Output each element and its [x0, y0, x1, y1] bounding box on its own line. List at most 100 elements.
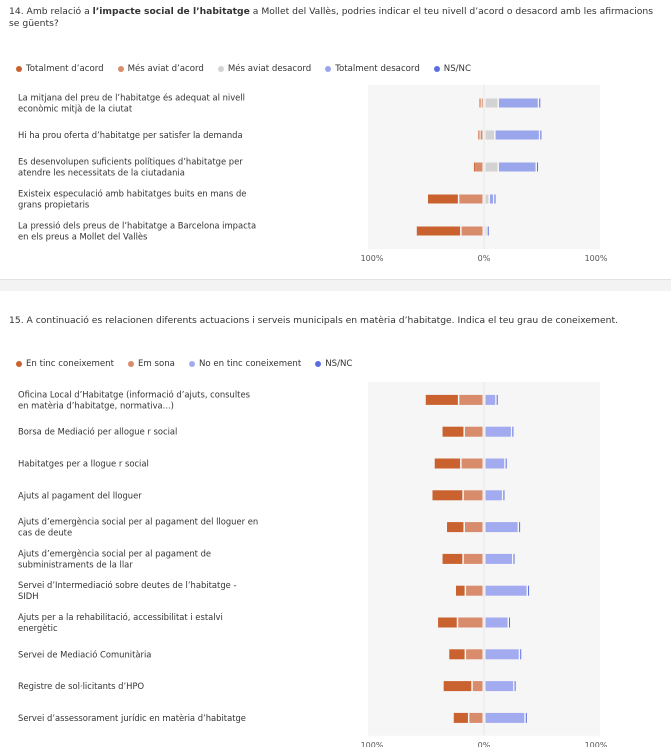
legend-label: Em sona	[137, 359, 175, 369]
bar-em-sona	[458, 617, 483, 628]
legend-item-ns-nc: NS/NC	[315, 359, 352, 369]
bar-en-tinc-coneixement	[456, 585, 465, 596]
legend-dot-icon	[117, 66, 124, 72]
bar-ns-nc	[487, 226, 489, 236]
legend-dot-icon	[315, 361, 322, 367]
bar-m-s-aviat-desacord	[485, 226, 487, 236]
bar-m-s-aviat-d-acord	[475, 162, 483, 172]
legend-dot-icon	[127, 361, 134, 367]
bar-em-sona	[463, 553, 483, 564]
bar-m-s-aviat-desacord	[485, 130, 495, 140]
legend-label: Totalment d’acord	[26, 64, 104, 74]
legend-label: Més aviat desacord	[227, 64, 312, 74]
category-label: Existeix especulació amb habitatges buit…	[18, 189, 246, 210]
bar-ns-nc	[509, 617, 511, 628]
category-label: Ajuts d’emergència social per al pagamen…	[18, 548, 211, 569]
bar-no-en-tinc-coneixement	[485, 712, 525, 723]
bar-no-en-tinc-coneixement	[485, 394, 496, 405]
legend-label: NS/NC	[443, 64, 471, 74]
bar-en-tinc-coneixement	[443, 681, 472, 692]
legend-item-m-s-aviat-desacord: Més aviat desacord	[217, 64, 312, 74]
bar-em-sona	[466, 585, 483, 596]
question-14-card: 14. Amb relació a l’impacte social de l’…	[0, 0, 671, 280]
question-14-title: 14. Amb relació a l’impacte social de l’…	[9, 6, 654, 29]
bar-m-s-aviat-desacord	[485, 194, 489, 204]
x-tick-label: 100%	[585, 254, 608, 263]
category-label: Servei de Mediació Comunitària	[18, 649, 151, 659]
bar-en-tinc-coneixement	[442, 553, 463, 564]
legend-item-en-tinc-coneixement: En tinc coneixement	[16, 359, 114, 369]
bar-em-sona	[466, 649, 483, 660]
category-label: Es desenvolupen suficients polítiques d’…	[18, 157, 243, 178]
legend-item-em-sona: Em sona	[127, 359, 175, 369]
x-tick-label: 100%	[585, 741, 608, 747]
bar-totalment-desacord	[498, 162, 536, 172]
bar-en-tinc-coneixement	[442, 426, 464, 437]
bar-ns-nc	[519, 522, 521, 533]
x-tick-label: 100%	[361, 254, 384, 263]
bar-no-en-tinc-coneixement	[485, 649, 519, 660]
chart-14: La mitjana del preu de l’habitatge és ad…	[18, 85, 608, 263]
bar-ns-nc	[528, 585, 530, 596]
bar-em-sona	[463, 490, 483, 501]
legend-dot-icon	[325, 66, 332, 72]
bar-totalment-desacord	[498, 98, 538, 108]
bar-totalment-d-acord	[416, 226, 461, 236]
bar-ns-nc	[539, 98, 541, 108]
category-label: Borsa de Mediació per allogue r social	[18, 427, 177, 437]
x-tick-label: 0%	[478, 741, 491, 747]
legend-label: En tinc coneixement	[26, 359, 114, 369]
category-label: Ajuts d’emergència social per al pagamen…	[18, 517, 258, 538]
legend-item-ns-nc: NS/NC	[433, 64, 471, 74]
bar-totalment-d-acord	[478, 130, 480, 140]
bar-m-s-aviat-desacord	[485, 162, 498, 172]
bar-no-en-tinc-coneixement	[485, 426, 511, 437]
legend-label: No en tinc coneixement	[198, 359, 302, 369]
bar-no-en-tinc-coneixement	[485, 522, 518, 533]
legend-item-totalment-d-acord: Totalment d’acord	[16, 64, 104, 74]
bar-ns-nc	[540, 130, 542, 140]
legend-item-no-en-tinc-coneixement: No en tinc coneixement	[188, 359, 302, 369]
bar-no-en-tinc-coneixement	[485, 617, 508, 628]
bar-em-sona	[461, 458, 483, 469]
bar-ns-nc	[512, 426, 514, 437]
category-label: Registre de sol·licitants d’HPO	[18, 681, 145, 691]
bar-ns-nc	[513, 553, 515, 564]
legend-item-totalment-desacord: Totalment desacord	[325, 64, 420, 74]
legend-dot-icon	[16, 361, 22, 367]
question-15-title: 15. A continuació es relacionen diferent…	[9, 315, 619, 326]
legend-label: Totalment desacord	[335, 64, 420, 74]
bar-m-s-aviat-d-acord	[481, 98, 483, 108]
bar-en-tinc-coneixement	[449, 649, 465, 660]
bar-no-en-tinc-coneixement	[485, 681, 514, 692]
bar-em-sona	[472, 681, 483, 692]
chart-15-legend: En tinc coneixement Em sona No en tinc con…	[16, 359, 352, 369]
bar-totalment-d-acord	[428, 194, 458, 204]
legend-dot-icon	[217, 66, 224, 72]
bar-no-en-tinc-coneixement	[485, 490, 502, 501]
category-label: Ajuts al pagament del lloguer	[18, 490, 142, 500]
bar-en-tinc-coneixement	[453, 712, 468, 723]
bar-m-s-aviat-d-acord	[480, 130, 483, 140]
category-label: Hi ha prou oferta d’habitatge per satisf…	[18, 130, 243, 140]
category-label: La mitjana del preu de l’habitatge és ad…	[18, 93, 245, 114]
bar-en-tinc-coneixement	[425, 394, 458, 405]
bar-ns-nc	[494, 194, 496, 204]
legend-label: Més aviat d’acord	[127, 64, 204, 74]
category-label: Ajuts per a la rehabilitació, accessibil…	[18, 612, 223, 633]
legend-item-m-s-aviat-d-acord: Més aviat d’acord	[117, 64, 204, 74]
legend-dot-icon	[16, 66, 22, 72]
bar-em-sona	[469, 712, 483, 723]
bar-no-en-tinc-coneixement	[485, 553, 512, 564]
x-tick-label: 100%	[361, 741, 384, 747]
chart-15: Oficina Local d’Habitatge (informació d’…	[18, 382, 608, 747]
bar-en-tinc-coneixement	[438, 617, 457, 628]
category-label: La pressió dels preus de l’habitatge a B…	[18, 221, 256, 242]
bar-ns-nc	[503, 490, 505, 501]
bar-totalment-d-acord	[473, 162, 475, 172]
chart-14-legend: Totalment d’acord Més aviat d’acord Més av…	[16, 64, 471, 74]
category-label: Oficina Local d’Habitatge (informació d’…	[18, 389, 250, 410]
bar-en-tinc-coneixement	[447, 522, 464, 533]
bar-totalment-desacord	[495, 130, 539, 140]
bar-m-s-aviat-d-acord	[459, 194, 483, 204]
